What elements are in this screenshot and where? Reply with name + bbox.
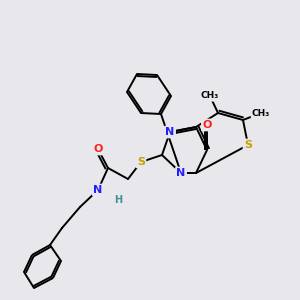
Text: CH₃: CH₃ xyxy=(201,92,219,100)
Text: CH₃: CH₃ xyxy=(252,109,270,118)
Text: N: N xyxy=(176,168,186,178)
Text: N: N xyxy=(93,185,103,195)
Text: O: O xyxy=(202,120,212,130)
Text: N: N xyxy=(165,127,175,137)
Text: H: H xyxy=(114,195,122,205)
Text: S: S xyxy=(137,157,145,167)
Text: S: S xyxy=(244,140,252,150)
Text: O: O xyxy=(93,144,103,154)
